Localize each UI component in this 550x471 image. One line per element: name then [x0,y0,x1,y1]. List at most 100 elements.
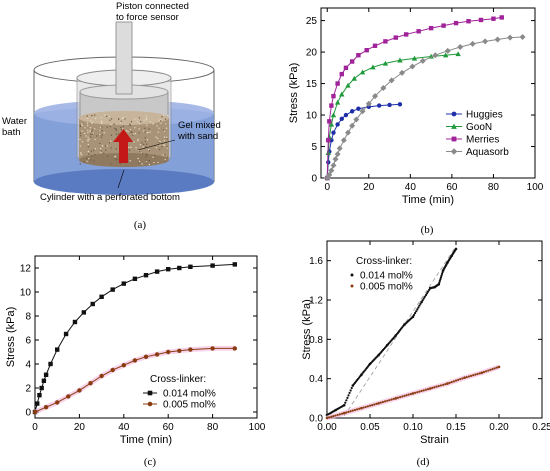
x-tick-label: 100 [527,182,544,193]
sand-grain [86,158,88,160]
point-interp-1 [405,394,408,397]
point-interp-0 [345,399,348,402]
point-series-0 [132,276,138,281]
sand-grain [127,130,129,133]
sand-grain [129,160,131,162]
point-interp-1 [392,397,395,401]
point-interp-1 [450,381,453,384]
point-interp-1 [474,373,477,376]
x-axis-label: Time (min) [402,194,454,206]
point-interp-0 [344,401,347,404]
sand-grain [79,125,82,128]
point-interp-0 [350,386,353,390]
y-tick-label: 4 [25,360,31,371]
sand-grain [79,132,82,134]
sand-grain [79,138,81,141]
x-tick-label: 60 [446,182,458,193]
legend-label-0: 0.014 mol% [163,389,216,400]
sand-grain [138,128,140,130]
plot-frame [326,240,543,419]
sand-grain [137,140,139,142]
plot-frame [320,7,536,179]
point-aquasorb [330,162,337,169]
point-huggies [343,112,349,118]
sand-grain [94,148,97,150]
point-interp-1 [454,379,458,382]
point-merries [466,19,471,24]
point-series-0 [55,347,60,352]
point-interp-0 [426,290,430,293]
legend-marker-0 [147,390,153,396]
point-interp-1 [409,392,412,396]
point-series-1 [411,392,415,395]
point-aquasorb [419,57,426,64]
point-interp-1 [437,384,440,388]
sand-grain [90,133,92,136]
x-tick-label: 40 [405,182,417,193]
sand-grain [148,160,150,162]
point-interp-1 [373,403,376,406]
y-tick-label: 1.2 [309,296,323,307]
sand-grain [86,160,88,162]
point-goon [330,112,337,118]
sand-grain [144,140,147,143]
sand-grain [91,129,94,131]
sand-grain [115,148,118,150]
sand-grain [115,133,118,135]
caption-a: (a) [134,219,147,231]
point-interp-0 [348,391,351,395]
legend-marker-0 [350,273,354,277]
point-interp-1 [424,388,427,391]
point-merries [478,17,484,23]
point-merries [329,103,334,108]
sand-grain [157,137,159,140]
point-interp-0 [418,304,421,307]
sand-grain [134,118,136,121]
point-interp-0 [422,297,425,300]
legend-title: Cross-linker: [150,374,206,385]
point-interp-0 [421,299,424,302]
point-interp-1 [375,402,378,405]
point-goon [455,51,461,57]
point-goon [339,91,345,97]
point-series-0 [99,294,104,299]
point-goon [351,75,357,81]
sand-grain [138,122,141,125]
sand-grain [87,136,89,139]
point-series-1 [143,354,149,359]
point-interp-1 [422,389,425,392]
y-axis-label: Stress (kPa) [288,63,300,124]
sand-grain [81,141,84,143]
sand-grain [103,131,106,134]
point-interp-1 [403,394,406,397]
sand-grain [130,146,132,148]
point-interp-1 [491,367,494,371]
caption-c: (c) [144,456,157,468]
point-merries [349,59,355,64]
sand-grain [162,114,165,116]
legend-marker-goon [451,123,457,129]
sand-grain [128,149,131,151]
sand-grain [81,130,83,132]
caption-b: (b) [421,224,434,236]
sand-grain [157,131,159,133]
legend-label-aquasorb: Aquasorb [466,147,509,158]
point-interp-1 [426,388,430,391]
point-series-1 [43,405,49,410]
point-interp-0 [439,276,443,279]
sand-grain [95,135,98,137]
sand-grain [159,144,161,146]
point-series-0 [37,393,42,398]
arrow-icon-shaft [119,141,128,163]
point-series-1 [77,388,82,393]
sand-grain [79,124,82,126]
sand-grain [88,153,90,155]
sand-grain [87,143,90,146]
point-series-1 [342,411,346,415]
sand-grain [149,131,151,133]
legend-label-huggies: Huggies [466,110,503,121]
sand-grain [100,147,102,150]
label-water-bath: Water bath [2,116,27,138]
point-interp-1 [452,380,455,383]
sand-grain [143,130,145,132]
